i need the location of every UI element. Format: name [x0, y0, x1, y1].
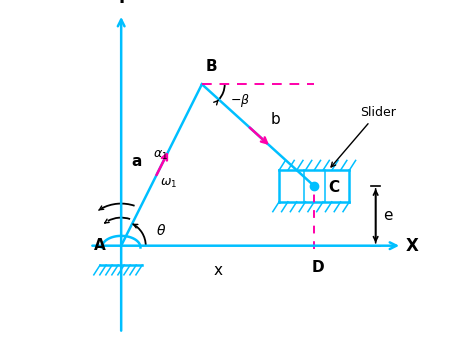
- Text: b: b: [271, 112, 281, 127]
- Text: D: D: [311, 260, 324, 275]
- Text: C: C: [328, 180, 339, 195]
- Text: B: B: [205, 59, 217, 74]
- Text: $\omega_1$: $\omega_1$: [160, 177, 177, 190]
- Text: Y: Y: [115, 0, 127, 7]
- Text: e: e: [383, 208, 393, 223]
- Text: a: a: [132, 154, 142, 169]
- Text: A: A: [94, 238, 106, 253]
- Text: x: x: [213, 263, 222, 278]
- Text: X: X: [405, 237, 419, 255]
- Text: $-\beta$: $-\beta$: [230, 92, 250, 108]
- Text: Slider: Slider: [331, 106, 396, 167]
- Text: $\alpha_1$: $\alpha_1$: [153, 149, 168, 162]
- Text: $\theta$: $\theta$: [156, 223, 166, 238]
